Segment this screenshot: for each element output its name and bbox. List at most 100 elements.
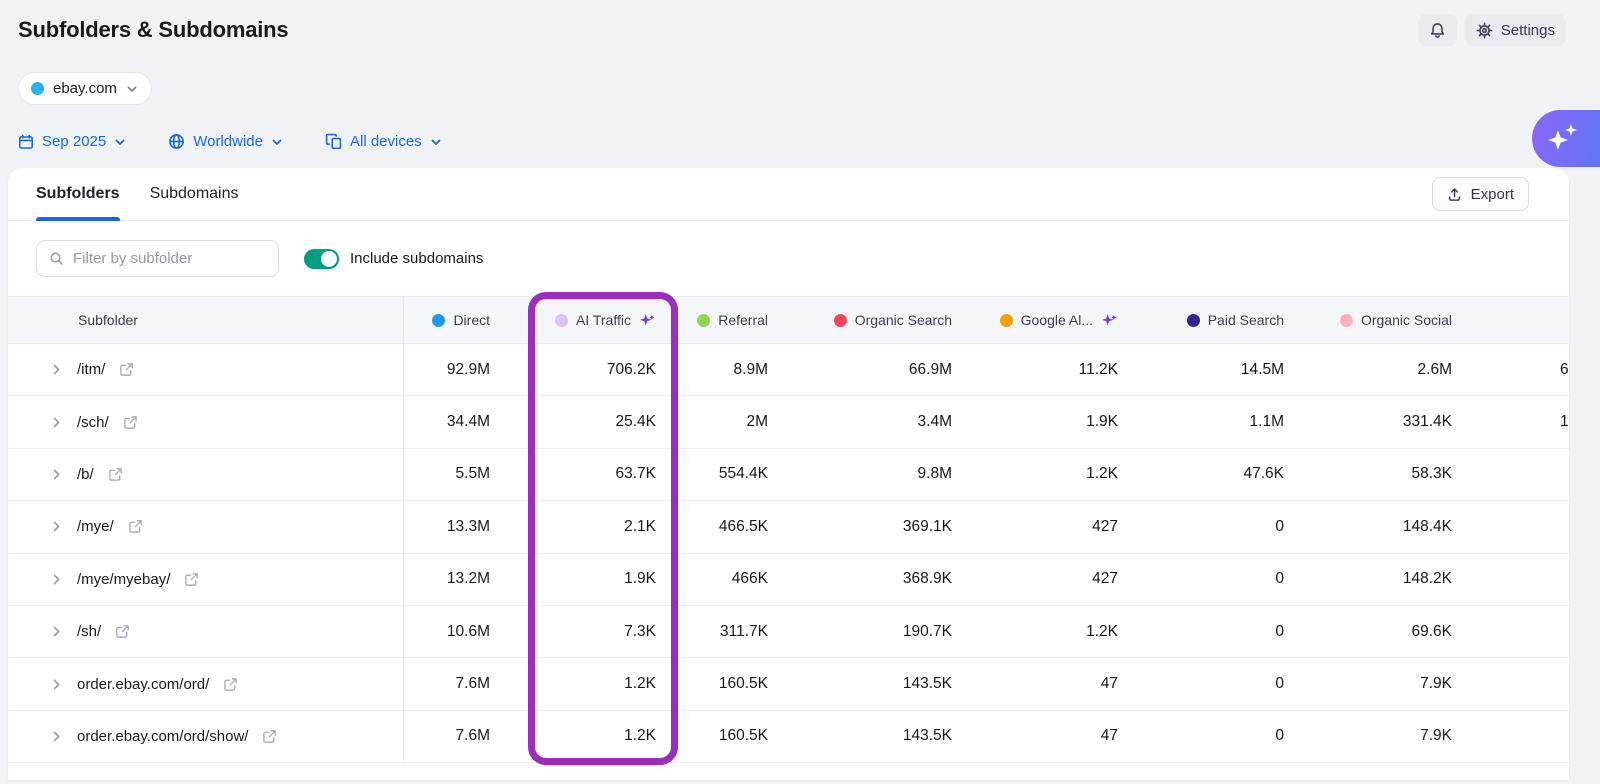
direct-value: 7.6M — [455, 675, 490, 693]
notifications-button[interactable] — [1417, 14, 1457, 46]
external-link-icon[interactable] — [262, 729, 277, 744]
column-header-ai-traffic[interactable]: AI Traffic — [506, 297, 672, 343]
include-subdomains-label: Include subdomains — [350, 250, 484, 267]
devices-filter-label: All devices — [349, 133, 422, 150]
organic-search-value: 3.4M — [917, 413, 952, 431]
subfolder-cell: /mye/ — [8, 501, 404, 553]
external-link-icon[interactable] — [119, 362, 134, 377]
subfolder-name: /sch/ — [77, 413, 109, 431]
column-header-direct[interactable]: Direct — [404, 297, 506, 343]
organic-search-value: 190.7K — [902, 622, 952, 640]
expand-row-icon[interactable] — [50, 363, 63, 376]
ai-assistant-button[interactable] — [1532, 110, 1600, 167]
report-card: Subfolders Subdomains Export — [8, 168, 1569, 780]
ai-traffic-value: 25.4K — [615, 413, 656, 431]
subfolder-cell: /sch/ — [8, 396, 404, 448]
ai-sparkles-icon — [1545, 122, 1583, 156]
organic-social-value: 7.9K — [1420, 675, 1452, 693]
direct-value: 5.5M — [455, 465, 490, 483]
direct-value: 34.4M — [446, 413, 490, 431]
google-al-value: 47 — [1100, 727, 1118, 745]
chevron-down-icon — [271, 136, 283, 148]
toggle-knob — [321, 250, 337, 267]
organic-search-channel-dot — [833, 313, 847, 327]
table-header-row: Subfolder Direct AI Traffic Referral Organ… — [8, 296, 1569, 344]
paid-value — [1468, 449, 1569, 500]
subfolder-name: /sh/ — [77, 623, 102, 641]
external-link-icon[interactable] — [115, 624, 130, 639]
subfolder-cell: /b/ — [8, 448, 404, 501]
google-al-value: 1.2K — [1086, 622, 1118, 640]
export-button[interactable]: Export — [1431, 177, 1529, 211]
subfolder-cell: /itm/ — [8, 344, 404, 396]
subfolder-name: /b/ — [77, 465, 94, 483]
external-link-icon[interactable] — [184, 572, 199, 587]
search-icon — [49, 251, 64, 266]
column-label: Organic Search — [854, 312, 952, 328]
table-toolbar: Include subdomains — [8, 221, 1569, 296]
globe-icon — [168, 133, 185, 150]
expand-row-icon[interactable] — [50, 520, 63, 533]
paid-value — [1468, 606, 1569, 657]
organic-social-value: 7.9K — [1420, 727, 1452, 745]
column-header-organic-social[interactable]: Organic Social — [1300, 297, 1468, 343]
subfolder-cell: /mye/myebay/ — [8, 553, 404, 605]
column-header-subfolder[interactable]: Subfolder — [8, 297, 404, 343]
devices-filter[interactable]: All devices — [325, 133, 442, 150]
column-label: Referral — [718, 312, 768, 328]
external-link-icon[interactable] — [223, 677, 238, 692]
referral-value: 466K — [731, 570, 768, 588]
tabs-bar: Subfolders Subdomains Export — [8, 168, 1569, 221]
direct-value: 13.3M — [446, 517, 490, 535]
table-row[interactable]: /sch/ 34.4M 25.4K 2M 3.4M 1.9K 1.1M 331.4K 1 — [8, 396, 1569, 449]
tab-subfolders-label: Subfolders — [36, 185, 120, 202]
domain-selector[interactable]: ebay.com — [18, 72, 152, 105]
table-row[interactable]: /b/ 5.5M 63.7K 554.4K 9.8M 1.2K 47.6K 58.3K — [8, 448, 1569, 502]
table-row[interactable]: /itm/ 92.9M 706.2K 8.9M 66.9M 11.2K 14.5M 2.6M… — [8, 344, 1569, 397]
paid-search-value: 1.1M — [1249, 413, 1284, 431]
paid-value — [1468, 658, 1569, 709]
external-link-icon[interactable] — [123, 415, 138, 430]
referral-channel-dot — [697, 313, 711, 327]
expand-row-icon[interactable] — [50, 468, 63, 481]
ai-traffic-channel-dot — [555, 313, 569, 327]
table-row[interactable]: /mye/ 13.3M 2.1K 466.5K 369.1K 427 0 148.4K — [8, 501, 1569, 554]
organic-social-value: 331.4K — [1402, 413, 1452, 431]
bell-icon — [1429, 22, 1446, 39]
ai-traffic-value: 1.2K — [624, 727, 656, 745]
organic-social-channel-dot — [1339, 313, 1353, 327]
chevron-down-icon — [430, 136, 442, 148]
date-filter[interactable]: Sep 2025 — [18, 133, 126, 150]
column-label: Paid Search — [1207, 312, 1284, 328]
paid-search-value: 14.5M — [1240, 360, 1284, 378]
subfolder-filter-input[interactable] — [73, 250, 266, 267]
paid-search-value: 0 — [1275, 570, 1284, 588]
region-filter[interactable]: Worldwide — [168, 133, 283, 150]
column-header-organic-search[interactable]: Organic Search — [784, 297, 968, 343]
tab-subdomains[interactable]: Subdomains — [150, 168, 239, 220]
expand-row-icon[interactable] — [50, 730, 63, 743]
table-row[interactable]: /sh/ 10.6M 7.3K 311.7K 190.7K 1.2K 0 69.6K — [8, 605, 1569, 659]
expand-row-icon[interactable] — [50, 678, 63, 691]
settings-button[interactable]: Settings — [1464, 14, 1566, 46]
expand-row-icon[interactable] — [50, 573, 63, 586]
subfolder-name: /mye/ — [77, 518, 114, 536]
include-subdomains-toggle[interactable] — [304, 248, 339, 269]
expand-row-icon[interactable] — [50, 416, 63, 429]
column-header-referral[interactable]: Referral — [672, 297, 784, 343]
column-header-paid-search[interactable]: Paid Search — [1134, 297, 1300, 343]
column-header-paid[interactable]: Paid — [1468, 297, 1569, 343]
expand-row-icon[interactable] — [50, 625, 63, 638]
table-row[interactable]: order.ebay.com/ord/ 7.6M 1.2K 160.5K 143.5K… — [8, 658, 1569, 711]
external-link-icon[interactable] — [128, 519, 143, 534]
organic-social-value: 148.4K — [1402, 517, 1452, 535]
table-row[interactable]: /mye/myebay/ 13.2M 1.9K 466K 368.9K 427 0 148.… — [8, 553, 1569, 606]
external-link-icon[interactable] — [108, 467, 123, 482]
column-header-google-al[interactable]: Google Al... — [968, 297, 1134, 343]
subfolder-cell: order.ebay.com/ord/ — [8, 658, 404, 710]
tab-subfolders[interactable]: Subfolders — [36, 168, 120, 221]
paid-value — [1468, 554, 1569, 605]
organic-social-value: 2.6M — [1417, 360, 1452, 378]
table-row[interactable]: order.ebay.com/ord/show/ 7.6M 1.2K 160.5K 1… — [8, 710, 1569, 764]
ai-traffic-value: 1.9K — [624, 570, 656, 588]
